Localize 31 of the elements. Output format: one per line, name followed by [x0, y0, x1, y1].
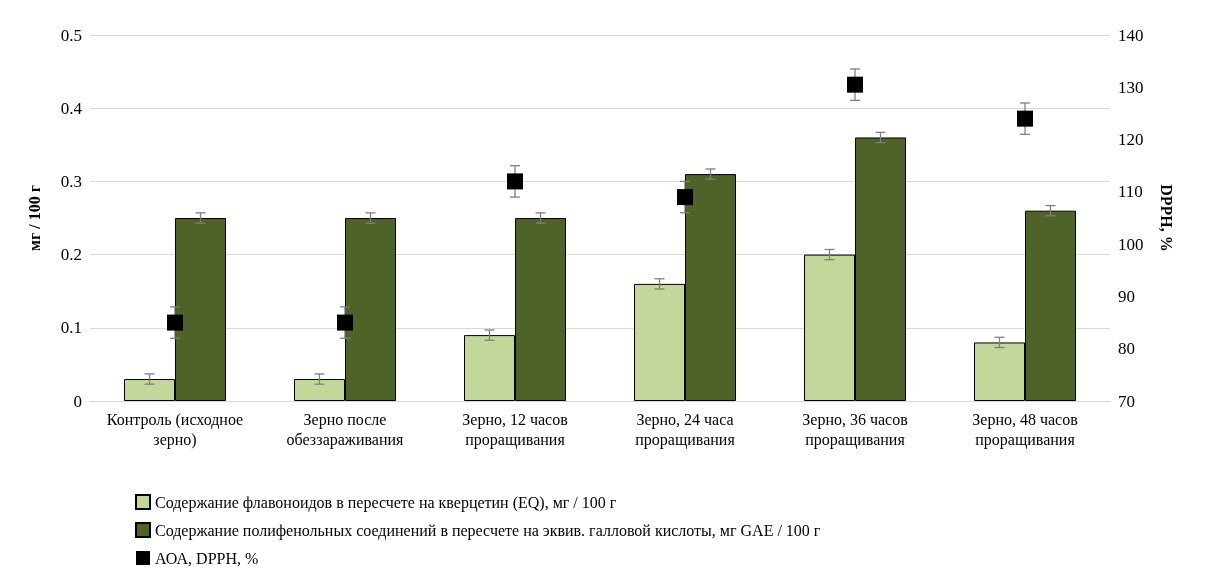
y2-tick-label: 130 — [1118, 77, 1144, 97]
y2-tick-label: 110 — [1118, 182, 1143, 202]
legend-label: Содержание полифенольных соединений в пересчете на эквив. галловой кислоты, мг GAE / 100 г — [155, 521, 821, 540]
x-tick-label: Зерно, 36 часов проращивания — [802, 410, 909, 449]
y2-tick-label: 120 — [1118, 130, 1144, 150]
point — [1017, 110, 1033, 127]
y2-tick-label: 80 — [1118, 339, 1135, 359]
y2-tick-label: 70 — [1118, 391, 1135, 411]
legend-label: Содержание флавоноидов в пересчете на кверцетин (EQ), мг / 100 г — [155, 493, 617, 512]
y2-tick-label: 100 — [1118, 234, 1144, 254]
x-tick-label: Зерно, 12 часов проращивания — [462, 410, 569, 449]
y2-tick-label: 140 — [1118, 25, 1144, 45]
x-tick-label: Контроль (исходное зерно) — [106, 410, 244, 449]
y-tick-label: 0.1 — [60, 318, 82, 338]
x-tick-label: Зерно, 48 часов проращивания — [972, 410, 1079, 449]
y-tick-label: 0.3 — [60, 171, 82, 191]
legend-label: АОА, DPPH, % — [155, 549, 259, 567]
y-tick-label: 0 — [73, 391, 82, 411]
x-tick-label: Зерно, 24 часа проращивания — [635, 410, 736, 449]
point — [337, 314, 353, 331]
y-tick-label: 0.5 — [60, 25, 82, 45]
point — [847, 76, 863, 93]
point — [167, 314, 183, 331]
y-tick-label: 0.4 — [60, 98, 83, 118]
y-tick-label: 0.2 — [60, 245, 82, 265]
y-axis-title: мг / 100 г — [25, 185, 43, 251]
x-tick-label: Зерно после обеззараживания — [286, 410, 405, 449]
y2-tick-label: 90 — [1118, 286, 1135, 306]
point — [507, 173, 523, 190]
y2-axis-title: DPPH, % — [1157, 184, 1175, 252]
point — [677, 189, 693, 206]
